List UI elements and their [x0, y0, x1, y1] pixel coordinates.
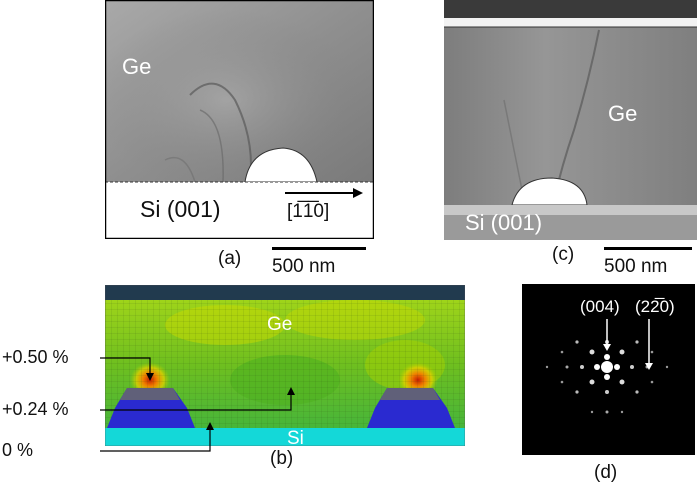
panel-b: Ge Si — [105, 285, 465, 449]
panel-c-micrograph — [444, 0, 697, 240]
panel-a-si-label: Si (001) — [140, 196, 221, 222]
panel-a-micrograph — [105, 0, 374, 239]
panel-a-direction-label: [1̅1̅0] — [287, 201, 330, 222]
panel-a-tag: (a) — [218, 248, 242, 269]
panel-c-si-label: Si (001) — [465, 210, 543, 235]
panel-c: Ge Si (001) — [444, 0, 697, 240]
panel-b-si-label: Si — [287, 428, 304, 449]
panel-c-scale-bar — [604, 247, 692, 250]
strain-label-0: 0 % — [2, 440, 34, 460]
panel-d: (004) (22̅0) — [522, 284, 695, 455]
panel-b-ge-label: Ge — [267, 314, 293, 335]
panel-a: Ge Si (001) [1̅1̅0] — [105, 0, 374, 239]
panel-c-ge-label: Ge — [608, 101, 638, 126]
panel-a-scale-label: 500 nm — [272, 256, 336, 277]
panel-b-strain-map — [105, 285, 465, 446]
panel-d-tag: (d) — [594, 462, 618, 483]
strain-label-050: +0.50 % — [2, 347, 69, 367]
panel-b-tag: (b) — [270, 448, 294, 469]
panel-a-ge-label: Ge — [122, 54, 152, 79]
strain-label-024: +0.24 % — [2, 399, 69, 419]
panel-d-spot-220: (22̅0) — [635, 297, 675, 316]
panel-d-diffraction-pattern — [522, 284, 695, 455]
panel-a-scale-bar — [272, 247, 366, 250]
panel-d-spot-004: (004) — [580, 297, 620, 316]
panel-c-scale-label: 500 nm — [604, 256, 668, 277]
panel-c-tag: (c) — [552, 244, 575, 265]
